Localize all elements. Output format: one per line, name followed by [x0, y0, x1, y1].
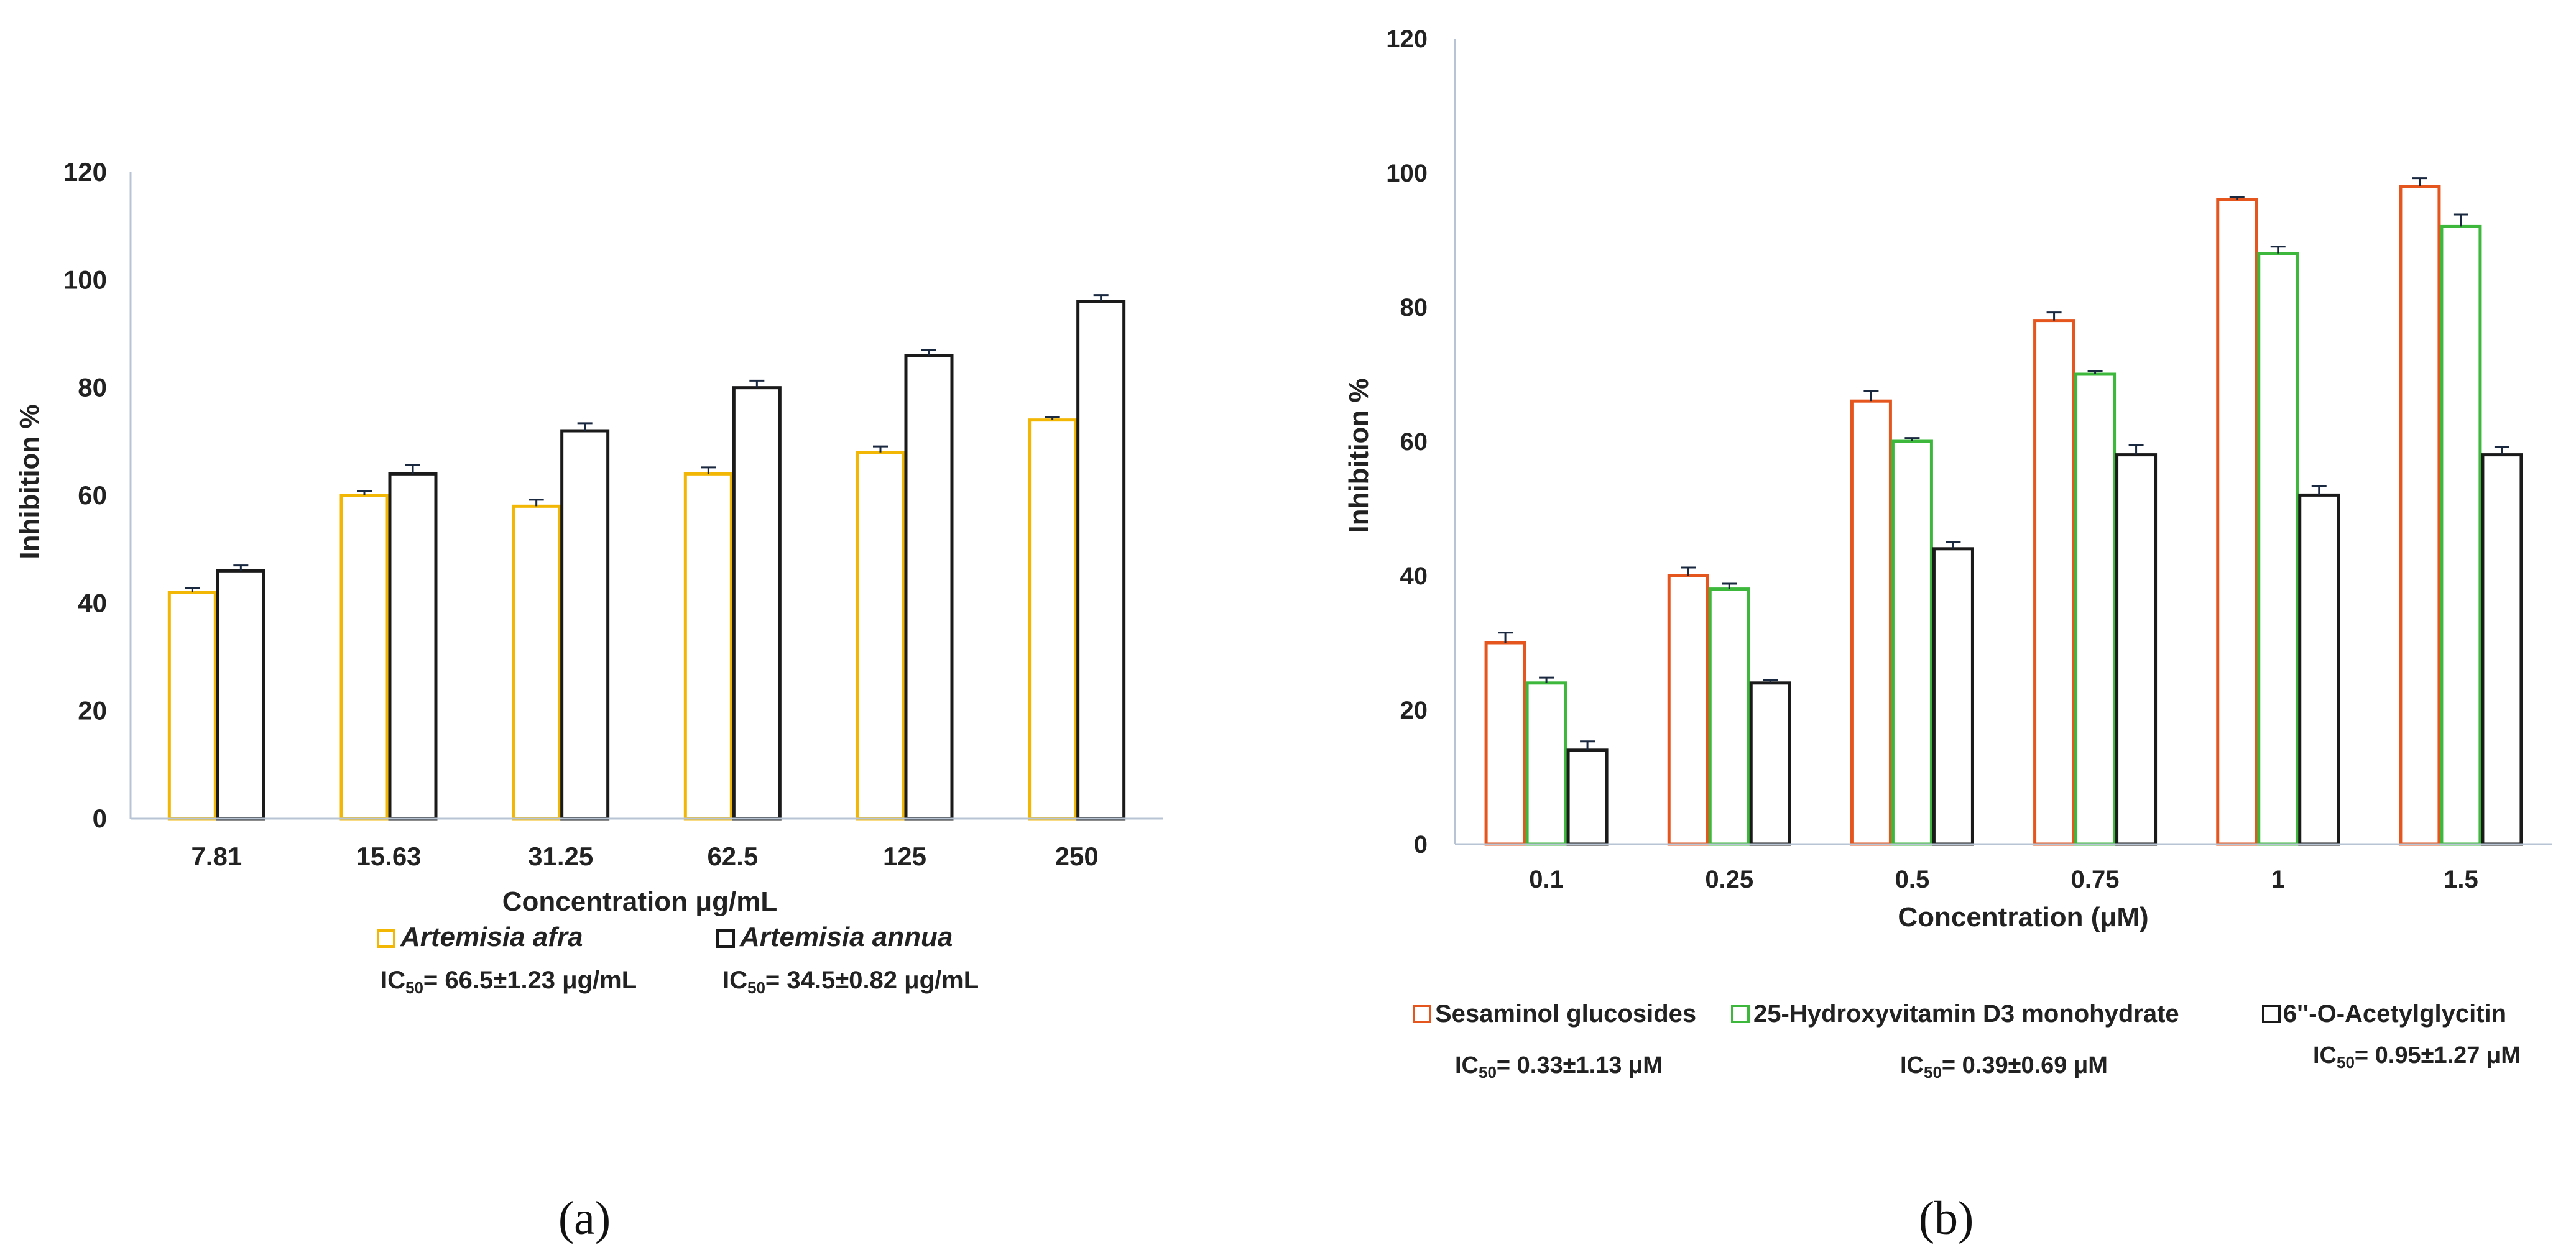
chart-a-bar	[1028, 418, 1078, 821]
chart-a-axes: 0 20 40 60 80 100 120 7.81 15.63 31.25 62.5 125 250	[63, 157, 1163, 871]
chart-b-x-tick-label: 1	[2271, 866, 2285, 893]
chart-b-ylabel: Inhibition %	[1344, 378, 1374, 533]
chart-b-bar	[2033, 319, 2075, 846]
chart-a-bar	[388, 472, 438, 821]
chart-a-x-tick-label: 125	[883, 842, 926, 871]
panel-label-b: (b)	[1919, 1192, 1974, 1244]
chart-a-x-tick-label: 250	[1055, 842, 1099, 871]
chart-a-bar	[216, 569, 265, 821]
chart-b-bar	[1932, 547, 1974, 846]
chart-b-y-tick-label: 0	[1414, 831, 1428, 858]
chart-a-x-tick-label: 62.5	[707, 842, 758, 871]
chart-b-bar	[1566, 748, 1609, 846]
chart-b-axes: 0 20 40 60 80 100 120 0.1 0.25 0.5 0.75 1 1.5	[1386, 25, 2552, 893]
chart-b-bar	[1525, 681, 1567, 846]
chart-a-y-tick-label: 80	[78, 373, 107, 402]
chart-b-bar	[1667, 574, 1709, 846]
ic50-acetylglycitin: IC50= 0.95±1.27 μM	[2313, 1042, 2521, 1072]
chart-a-y-tick-label: 40	[78, 588, 107, 617]
chart-b-x-tick-label: 0.5	[1895, 866, 1930, 893]
legend-label-sesaminol-glucosides: Sesaminol glucosides	[1435, 1000, 1696, 1028]
chart-b-bar	[1708, 587, 1750, 846]
chart-b-y-tick-label: 60	[1400, 428, 1428, 456]
panel-label-a: (a)	[558, 1192, 611, 1244]
chart-a-y-tick-label: 0	[93, 804, 107, 833]
chart-b-y-tick-label: 80	[1400, 294, 1428, 321]
ic50-artemisia-afra: IC50= 66.5±1.23 μg/mL	[381, 967, 637, 997]
chart-a-x-tick-label: 15.63	[356, 842, 421, 871]
chart-b-bar	[2115, 453, 2158, 846]
chart-b-y-tick-label: 100	[1386, 160, 1428, 187]
legend-swatch-artemisia-afra	[377, 929, 395, 948]
chart-b-bar	[2257, 252, 2299, 846]
chart-b-bar	[1850, 399, 1892, 846]
chart-a-bar	[512, 504, 561, 821]
chart-b-bar	[2481, 453, 2523, 846]
chart-b-x-tick-label: 1.5	[2444, 866, 2478, 893]
chart-a-bars	[167, 294, 1126, 821]
chart-a-bar	[683, 472, 733, 821]
ic50-artemisia-annua: IC50= 34.5±0.82 μg/mL	[722, 967, 979, 997]
legend-label-artemisia-afra: Artemisia afra	[400, 922, 583, 952]
chart-b-y-tick-label: 120	[1386, 25, 1428, 53]
chart-a-bar	[560, 429, 610, 821]
chart-b-bar	[2074, 372, 2117, 846]
chart-b-y-tick-label: 40	[1400, 563, 1428, 590]
chart-b: 0 20 40 60 80 100 120 0.1 0.25 0.5 0.75 1 1.5 Concen…	[1344, 25, 2552, 1244]
chart-b-bar	[1749, 681, 1791, 846]
chart-b-bar	[2216, 198, 2258, 846]
legend-swatch-25-hydroxyvitamin	[1731, 1005, 1750, 1023]
chart-a-x-tick-label: 7.81	[191, 842, 242, 871]
chart-b-bar	[2399, 185, 2441, 846]
legend-swatch-acetylglycitin	[2262, 1005, 2281, 1023]
chart-a-ylabel: Inhibition %	[14, 404, 45, 559]
legend-label-artemisia-annua: Artemisia annua	[739, 922, 953, 952]
chart-b-xlabel: Concentration (μM)	[1898, 902, 2148, 932]
legend-swatch-sesaminol-glucosides	[1413, 1005, 1431, 1023]
chart-b-y-tick-label: 20	[1400, 697, 1428, 724]
chart-a-y-tick-label: 20	[78, 696, 107, 725]
ic50-25-hydroxyvitamin: IC50= 0.39±0.69 μM	[1900, 1052, 2108, 1082]
chart-a-bar	[732, 386, 782, 821]
chart-a-bar	[167, 591, 217, 821]
chart-b-bar	[1484, 641, 1526, 846]
chart-a-y-tick-label: 100	[63, 265, 107, 294]
chart-a-x-tick-label: 31.25	[528, 842, 593, 871]
legend-label-acetylglycitin: 6''-O-Acetylglycitin	[2283, 1000, 2506, 1028]
chart-b-x-tick-label: 0.1	[1529, 866, 1564, 893]
chart-a-y-tick-label: 60	[78, 481, 107, 510]
chart-a-bar	[856, 451, 905, 821]
chart-b-x-tick-label: 0.25	[1705, 866, 1753, 893]
legend-label-25-hydroxyvitamin: 25-Hydroxyvitamin D3 monohydrate	[1753, 1000, 2179, 1028]
chart-a-bar	[339, 494, 389, 821]
chart-a-bar	[904, 354, 954, 821]
ic50-sesaminol-glucosides: IC50= 0.33±1.13 μM	[1455, 1052, 1663, 1082]
chart-b-bars	[1484, 177, 2523, 846]
legend-swatch-artemisia-annua	[716, 929, 735, 948]
chart-a-bar	[1076, 300, 1126, 821]
chart-b-bar	[1891, 439, 1933, 846]
chart-b-bar	[2298, 493, 2340, 846]
chart-a-y-tick-label: 120	[63, 157, 107, 186]
chart-b-x-tick-label: 0.75	[2071, 866, 2120, 893]
chart-a-xlabel: Concentration μg/mL	[502, 886, 777, 917]
chart-b-bar	[2440, 224, 2482, 846]
